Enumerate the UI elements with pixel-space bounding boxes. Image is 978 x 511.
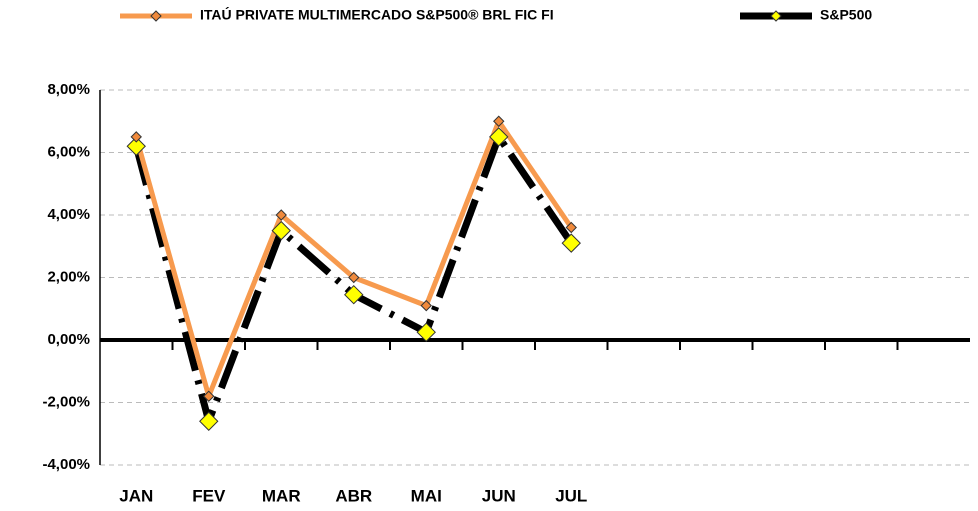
data-point <box>275 209 287 221</box>
legend-marker <box>150 10 162 22</box>
legend-label: S&P500 <box>820 7 872 23</box>
x-tick-label: JUN <box>482 486 516 505</box>
series-line <box>133 118 574 399</box>
data-point <box>416 322 436 342</box>
data-point <box>493 115 505 127</box>
data-point <box>344 284 364 305</box>
x-tick-label: MAR <box>262 486 301 505</box>
y-tick-label: 0,00% <box>47 331 90 348</box>
y-tick-label: 8,00% <box>47 81 90 98</box>
data-point <box>489 127 509 147</box>
y-tick-label: -4,00% <box>42 456 90 473</box>
y-tick-label: 2,00% <box>47 268 90 285</box>
y-tick-label: 4,00% <box>47 206 90 223</box>
x-tick-label: MAI <box>411 486 442 505</box>
data-point <box>271 220 291 241</box>
data-point <box>126 136 146 156</box>
x-tick-label: FEV <box>192 486 226 505</box>
data-point <box>130 131 142 143</box>
data-point <box>565 221 577 234</box>
legend-label: ITAÚ PRIVATE MULTIMERCADO S&P500® BRL FI… <box>200 6 554 23</box>
x-tick-label: ABR <box>335 486 372 505</box>
data-point <box>199 411 219 431</box>
data-point <box>561 233 581 253</box>
y-tick-label: -2,00% <box>42 393 90 410</box>
data-point <box>203 390 215 402</box>
legend-marker <box>770 10 782 22</box>
data-point <box>348 271 360 284</box>
x-tick-label: JAN <box>119 486 153 505</box>
data-point <box>420 299 432 312</box>
y-tick-label: 6,00% <box>47 143 90 160</box>
x-tick-label: JUL <box>555 486 587 505</box>
